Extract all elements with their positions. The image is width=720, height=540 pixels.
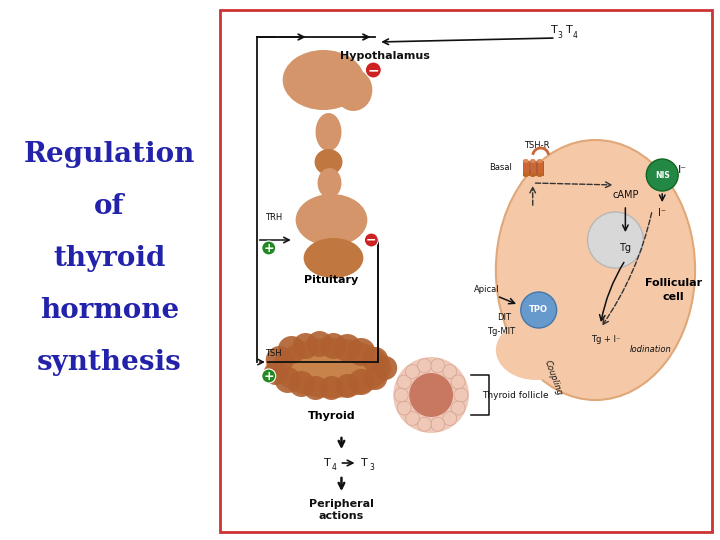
Circle shape: [348, 338, 375, 366]
Circle shape: [320, 376, 343, 400]
Bar: [536, 161, 543, 175]
Circle shape: [647, 159, 678, 191]
Text: TRH: TRH: [265, 213, 282, 222]
Text: cAMP: cAMP: [612, 190, 639, 200]
Circle shape: [374, 356, 397, 380]
Text: Tg-MIT: Tg-MIT: [487, 327, 515, 336]
Ellipse shape: [315, 149, 343, 175]
Circle shape: [431, 417, 445, 431]
Circle shape: [262, 369, 276, 383]
Circle shape: [454, 388, 468, 402]
Circle shape: [409, 373, 453, 417]
Text: +: +: [264, 369, 274, 382]
Circle shape: [307, 331, 333, 357]
Circle shape: [275, 367, 301, 393]
Circle shape: [418, 417, 431, 431]
Text: −: −: [367, 63, 379, 77]
Text: actions: actions: [319, 511, 364, 521]
Text: DIT: DIT: [497, 314, 510, 322]
Bar: [523, 161, 528, 175]
Circle shape: [362, 347, 388, 373]
Text: Thyroid follicle: Thyroid follicle: [482, 390, 549, 400]
Ellipse shape: [536, 159, 543, 163]
Text: T: T: [361, 458, 368, 468]
Circle shape: [451, 401, 465, 415]
Bar: [530, 161, 536, 175]
Ellipse shape: [304, 238, 364, 278]
Text: TPO: TPO: [529, 306, 548, 314]
Ellipse shape: [318, 168, 341, 198]
Text: T: T: [551, 25, 557, 35]
Circle shape: [397, 401, 411, 415]
Circle shape: [588, 212, 643, 268]
Text: Pituitary: Pituitary: [305, 275, 359, 285]
Circle shape: [393, 357, 469, 433]
Ellipse shape: [315, 113, 341, 151]
Circle shape: [320, 333, 346, 359]
Circle shape: [304, 376, 328, 400]
Text: TSH-R: TSH-R: [524, 141, 549, 151]
Circle shape: [336, 374, 359, 398]
Text: hormone: hormone: [40, 298, 179, 325]
Circle shape: [333, 334, 361, 362]
Ellipse shape: [530, 173, 536, 177]
Circle shape: [405, 364, 420, 379]
Text: 3: 3: [369, 462, 374, 471]
Ellipse shape: [296, 194, 367, 246]
Circle shape: [364, 233, 378, 247]
Ellipse shape: [523, 159, 528, 163]
Text: I⁻: I⁻: [658, 208, 666, 218]
Circle shape: [278, 336, 305, 364]
Text: Hypothalamus: Hypothalamus: [341, 51, 431, 61]
Ellipse shape: [271, 338, 391, 398]
Circle shape: [443, 364, 456, 379]
Text: +: +: [264, 241, 274, 254]
Circle shape: [365, 62, 382, 78]
Circle shape: [348, 369, 374, 395]
Circle shape: [405, 411, 420, 426]
Ellipse shape: [523, 173, 528, 177]
Ellipse shape: [496, 320, 575, 380]
Ellipse shape: [536, 173, 543, 177]
Text: Follicular
cell: Follicular cell: [644, 279, 702, 302]
Circle shape: [431, 359, 445, 373]
Circle shape: [292, 333, 318, 359]
Ellipse shape: [530, 159, 536, 163]
Circle shape: [364, 366, 387, 390]
Text: of: of: [94, 193, 125, 220]
Text: Peripheral: Peripheral: [309, 499, 374, 509]
Ellipse shape: [496, 140, 695, 400]
Circle shape: [266, 346, 294, 374]
Ellipse shape: [283, 50, 364, 110]
Circle shape: [443, 411, 456, 426]
Text: 4: 4: [331, 462, 336, 471]
Ellipse shape: [335, 69, 372, 111]
Text: I⁻: I⁻: [678, 165, 687, 175]
Circle shape: [521, 292, 557, 328]
Text: Thyroid: Thyroid: [307, 411, 355, 421]
Text: Tg + I⁻: Tg + I⁻: [590, 335, 620, 345]
Text: 3: 3: [557, 30, 562, 39]
Text: T: T: [566, 25, 572, 35]
Circle shape: [397, 375, 411, 389]
Text: thyroid: thyroid: [53, 246, 166, 273]
Text: TSH: TSH: [265, 349, 282, 359]
Circle shape: [289, 371, 315, 397]
Text: Regulation: Regulation: [24, 141, 195, 168]
Circle shape: [451, 375, 465, 389]
Text: T: T: [323, 458, 330, 468]
Text: NIS: NIS: [655, 171, 670, 179]
Text: Apical: Apical: [474, 286, 500, 294]
Text: Basal: Basal: [490, 164, 513, 172]
Circle shape: [395, 388, 408, 402]
Text: 4: 4: [572, 30, 577, 39]
Text: Tg: Tg: [619, 243, 631, 253]
Text: −: −: [366, 233, 377, 246]
Circle shape: [262, 241, 276, 255]
Text: Iodination: Iodination: [629, 346, 671, 354]
Text: Coupling: Coupling: [543, 359, 564, 397]
Circle shape: [264, 361, 288, 385]
Circle shape: [418, 359, 431, 373]
Text: synthesis: synthesis: [37, 349, 181, 376]
